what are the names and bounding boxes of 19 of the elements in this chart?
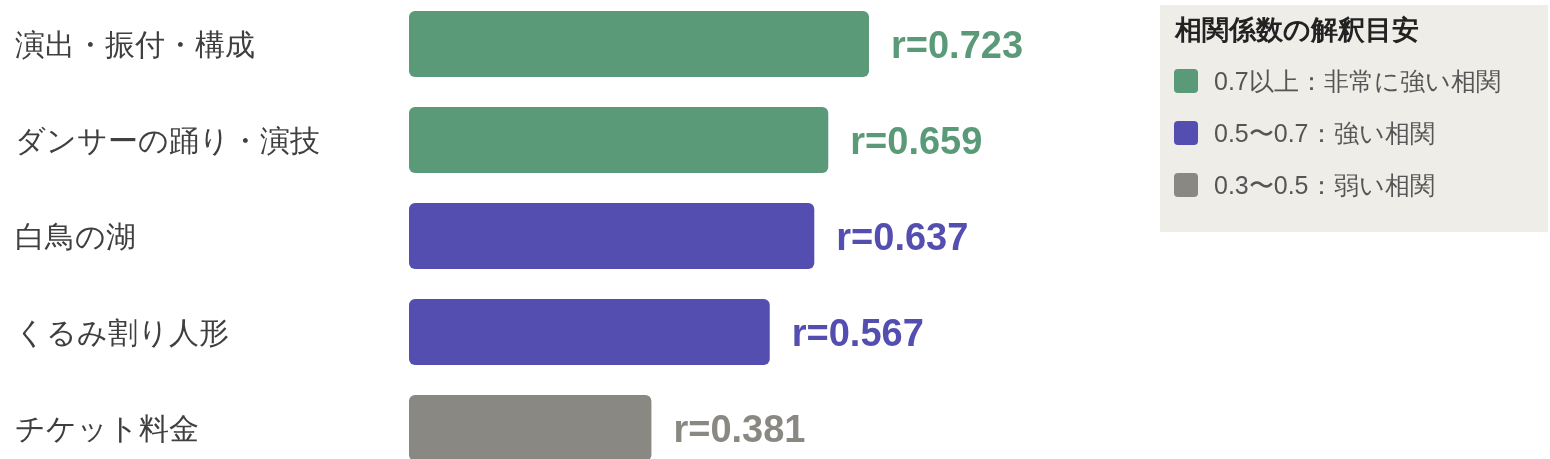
bar	[409, 11, 869, 77]
y-tick-label: 演出・振付・構成	[15, 28, 255, 61]
data-label: r=0.723	[891, 24, 1024, 66]
data-label: r=0.567	[791, 312, 924, 354]
data-label: r=0.637	[836, 216, 969, 258]
legend-label: 0.5〜0.7：強い相関	[1214, 119, 1435, 147]
data-label: r=0.381	[673, 408, 806, 450]
y-tick-label: くるみ割り人形	[15, 316, 229, 349]
legend-label: 0.7以上：非常に強い相関	[1214, 67, 1501, 95]
bar	[409, 299, 770, 365]
legend-title: 相関係数の解釈目安	[1174, 15, 1419, 45]
y-tick-label: 白鳥の湖	[15, 220, 136, 253]
bar	[409, 395, 652, 459]
y-tick-label: チケット料金	[15, 412, 199, 445]
y-tick-label: ダンサーの踊り・演技	[15, 124, 320, 157]
legend-label: 0.3〜0.5：弱い相関	[1214, 171, 1435, 199]
bar	[409, 107, 829, 173]
data-label: r=0.659	[850, 120, 983, 162]
bar	[409, 203, 815, 269]
